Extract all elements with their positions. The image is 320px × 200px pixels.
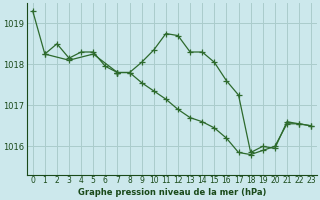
X-axis label: Graphe pression niveau de la mer (hPa): Graphe pression niveau de la mer (hPa) [78,188,266,197]
